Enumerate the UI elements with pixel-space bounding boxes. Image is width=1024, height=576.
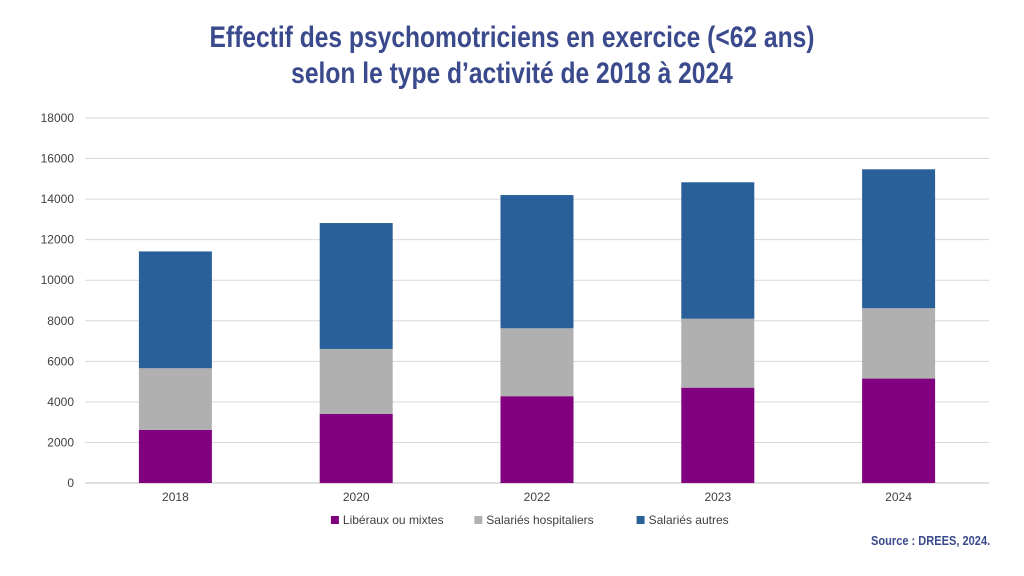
source-note: Source : DREES, 2024. <box>870 533 990 548</box>
x-tick-label: 2022 <box>524 490 551 504</box>
y-tick-label: 6000 <box>47 354 74 368</box>
bar-segment-salari-s-autres-2024 <box>862 169 936 309</box>
legend-swatch <box>636 516 645 524</box>
bar-segment-salari-s-autres-2022 <box>500 195 574 329</box>
x-tick-label: 2020 <box>343 490 370 504</box>
y-tick-label: 18000 <box>41 111 75 125</box>
y-tick-label: 14000 <box>41 192 75 206</box>
y-tick-label: 4000 <box>47 395 74 409</box>
y-tick-label: 16000 <box>41 152 75 166</box>
y-tick-label: 10000 <box>41 273 75 287</box>
y-tick-label: 8000 <box>47 314 74 328</box>
x-tick-label: 2024 <box>885 490 912 504</box>
bar-segment-salari-s-hospitaliers-2024 <box>862 308 936 379</box>
x-tick-label: 2023 <box>704 490 731 504</box>
bar-segment-lib-raux-ou-mixtes-2023 <box>681 387 755 483</box>
y-tick-label: 0 <box>67 476 74 490</box>
bar-segment-salari-s-autres-2020 <box>319 223 393 349</box>
bar-segment-lib-raux-ou-mixtes-2024 <box>862 378 936 483</box>
legend-swatch <box>474 516 483 524</box>
bar-segment-salari-s-autres-2023 <box>681 182 755 319</box>
bar-segment-salari-s-hospitaliers-2020 <box>319 348 393 414</box>
bar-segment-lib-raux-ou-mixtes-2022 <box>500 396 574 483</box>
bar-segment-salari-s-autres-2018 <box>138 251 212 369</box>
chart-title-line-1: Effectif des psychomotriciens en exercic… <box>209 21 815 54</box>
y-tick-label: 12000 <box>41 233 75 247</box>
bar-segment-lib-raux-ou-mixtes-2018 <box>138 429 212 483</box>
legend-swatch <box>330 516 339 524</box>
legend-label: Salariés autres <box>649 513 729 527</box>
y-tick-label: 2000 <box>47 435 74 449</box>
bar-segment-salari-s-hospitaliers-2022 <box>500 328 574 397</box>
bar-segment-lib-raux-ou-mixtes-2020 <box>319 413 393 483</box>
chart-title-line-2: selon le type d’activité de 2018 à 2024 <box>291 57 733 90</box>
legend-label: Libéraux ou mixtes <box>343 513 444 527</box>
bar-segment-salari-s-hospitaliers-2023 <box>681 318 755 388</box>
legend-label: Salariés hospitaliers <box>486 513 593 527</box>
bar-segment-salari-s-hospitaliers-2018 <box>138 368 212 430</box>
x-tick-label: 2018 <box>162 490 189 504</box>
chart-title: Effectif des psychomotriciens en exercic… <box>92 20 932 92</box>
